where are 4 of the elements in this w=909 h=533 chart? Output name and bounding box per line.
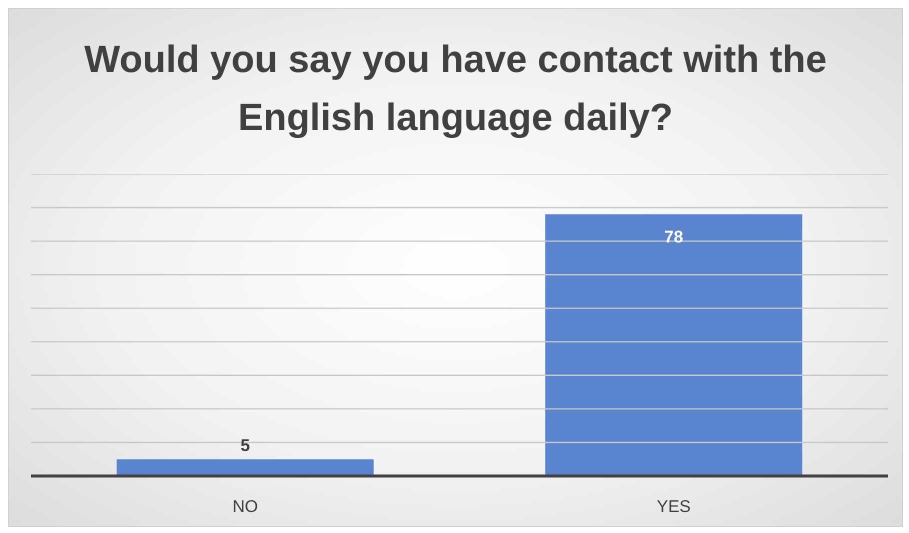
chart-title: Would you say you have contact with the English language daily? bbox=[83, 38, 828, 141]
x-tick-label: NO bbox=[232, 497, 258, 516]
x-tick-label: YES bbox=[656, 497, 691, 516]
data-label: 5 bbox=[240, 436, 250, 456]
